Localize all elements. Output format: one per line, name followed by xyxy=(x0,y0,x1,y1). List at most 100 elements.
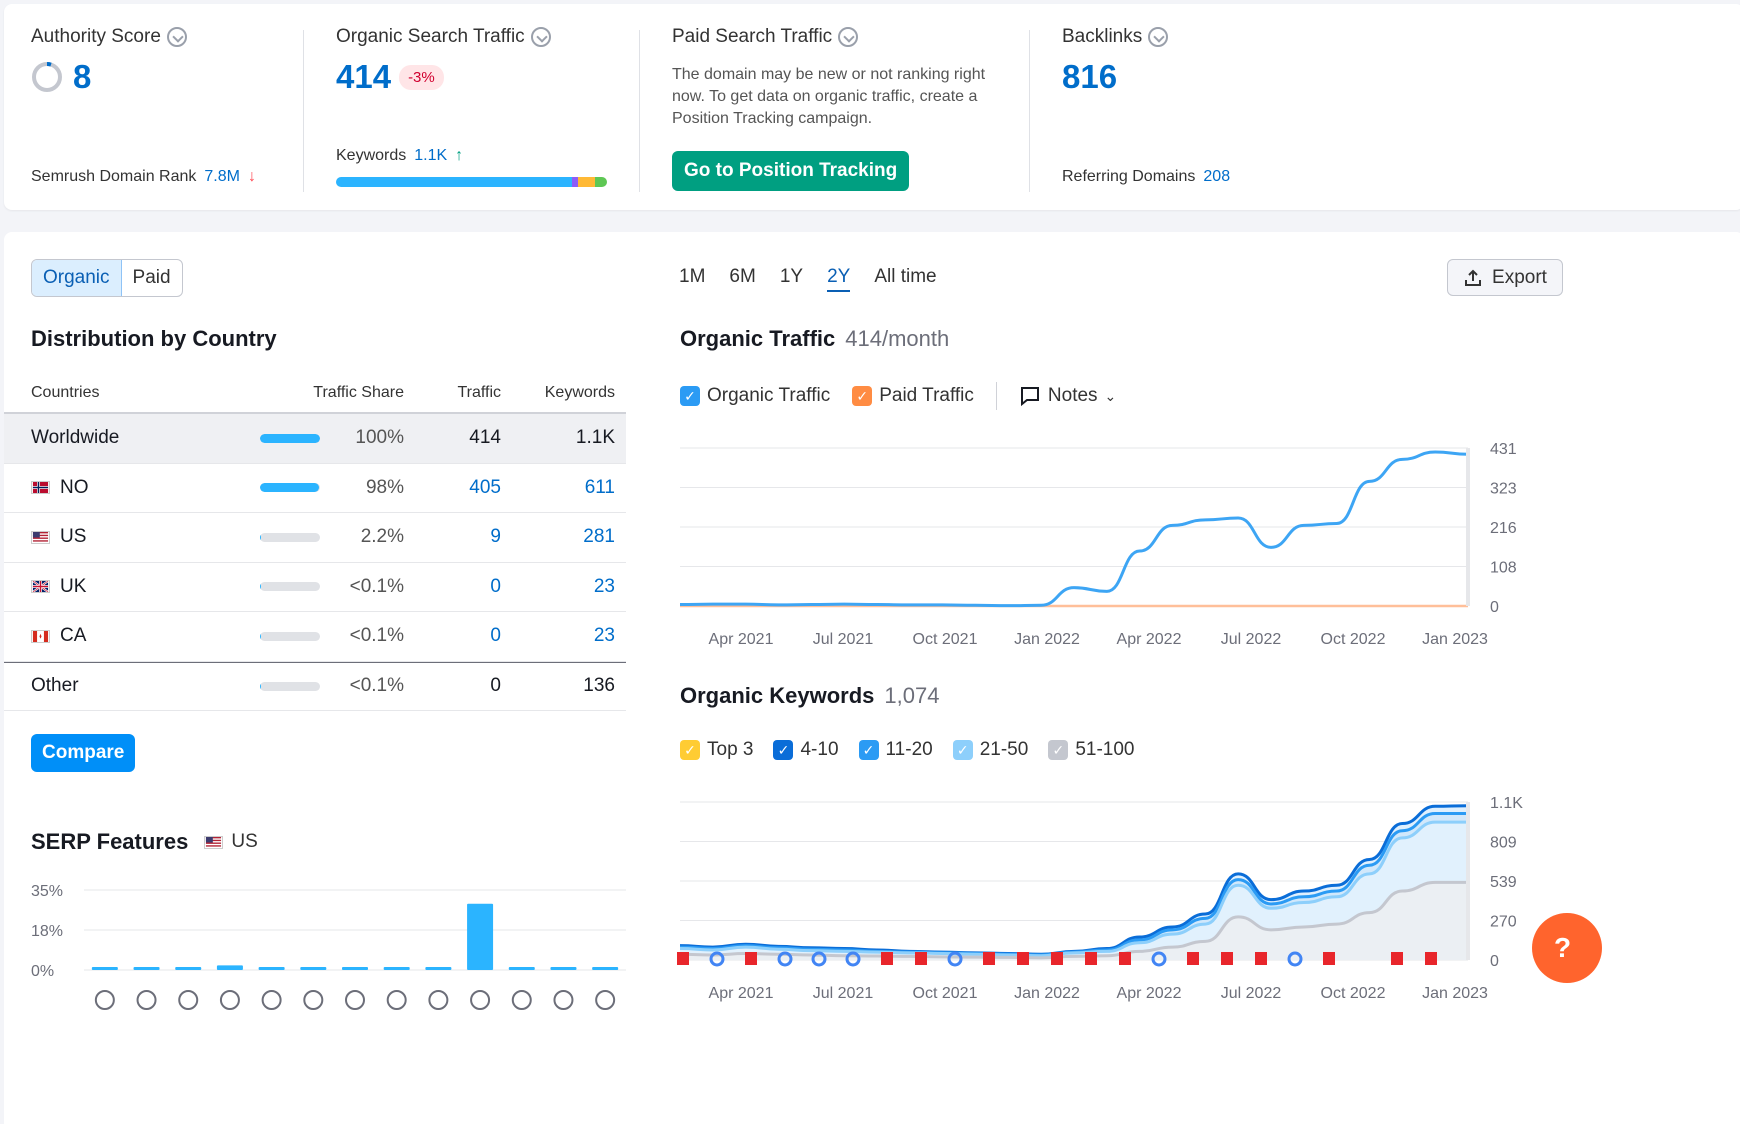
legend-label: Top 3 xyxy=(707,739,754,760)
area-51-100 xyxy=(680,882,1468,960)
info-icon[interactable] xyxy=(166,27,187,47)
range-2y[interactable]: 2Y xyxy=(827,266,851,292)
serp-country[interactable]: US xyxy=(204,831,258,853)
domain-rank-label: Semrush Domain Rank xyxy=(31,168,197,185)
chart-title: Organic Traffic xyxy=(680,326,836,351)
x-tick-label: Jul 2021 xyxy=(813,985,874,1002)
area-21-50 xyxy=(680,822,1468,960)
legend-organic-traffic[interactable]: ✓ Organic Traffic xyxy=(680,385,830,407)
flag-marker-icon xyxy=(1323,952,1335,965)
divider xyxy=(639,30,640,192)
table-row[interactable]: NO 98% 405 611 xyxy=(4,464,626,513)
legend-label: 4-10 xyxy=(800,739,839,760)
notes-dropdown[interactable]: Notes ⌄ xyxy=(1019,385,1116,407)
line-21-50 xyxy=(679,820,1468,958)
legend-top-3[interactable]: ✓ Top 3 xyxy=(680,739,753,761)
traffic-value[interactable]: 9 xyxy=(490,526,501,548)
crown-icon xyxy=(428,990,449,1010)
x-tick-label: Jan 2023 xyxy=(1422,985,1488,1002)
legend-label: Organic Traffic xyxy=(707,385,831,406)
y-tick-label: 0 xyxy=(1490,599,1499,616)
legend-21-50[interactable]: ✓ 21-50 xyxy=(952,739,1028,761)
help-button[interactable]: ? xyxy=(1532,913,1602,983)
traffic-value[interactable]: 405 xyxy=(469,476,501,498)
share-bar xyxy=(260,483,320,493)
flag-marker-icon xyxy=(1187,952,1199,965)
traffic-value: 0 xyxy=(490,675,501,697)
legend-11-20[interactable]: ✓ 11-20 xyxy=(858,739,933,761)
question-icon xyxy=(595,990,616,1010)
link-icon xyxy=(261,990,282,1010)
notes-label: Notes xyxy=(1047,385,1098,406)
serp-bar xyxy=(425,967,452,970)
info-icon[interactable] xyxy=(1148,27,1169,47)
keywords-value[interactable]: 281 xyxy=(583,526,615,548)
table-row[interactable]: Worldwide 100% 414 1.1K xyxy=(4,414,626,464)
backlinks-value[interactable]: 816 xyxy=(1062,58,1118,95)
range-all-time[interactable]: All time xyxy=(874,266,937,287)
range-1m[interactable]: 1M xyxy=(679,266,706,287)
comment-icon xyxy=(1020,387,1039,407)
referring-domains-value[interactable]: 208 xyxy=(1203,168,1231,185)
share-value: 100% xyxy=(355,427,404,449)
google-update-icon xyxy=(1151,951,1167,967)
overview-stats-card: Authority Score 8 Semrush Domain Rank 7.… xyxy=(4,4,1740,210)
domain-rank-row: Semrush Domain Rank 7.8M ↓ xyxy=(31,168,256,186)
table-row[interactable]: CA <0.1% 0 23 xyxy=(4,612,626,662)
y-tick-label: 809 xyxy=(1490,835,1517,852)
serp-bar xyxy=(508,967,535,970)
go-to-position-tracking-button[interactable]: Go to Position Tracking xyxy=(672,151,910,191)
x-tick-label: Jul 2021 xyxy=(813,631,874,648)
organic-keywords-chart-title: Organic Keywords 1,074 xyxy=(680,683,939,709)
info-icon[interactable] xyxy=(838,27,859,47)
flag-marker-icon xyxy=(881,952,893,965)
keywords-value[interactable]: 23 xyxy=(593,625,615,647)
compare-button[interactable]: Compare xyxy=(31,734,136,772)
organic-traffic-widget: Organic Search Traffic 414 -3% xyxy=(336,26,551,96)
organic-tab[interactable]: Organic xyxy=(32,260,122,296)
y-tick-label: 431 xyxy=(1490,441,1517,458)
y-tick-label: 539 xyxy=(1490,874,1517,891)
legend-paid-traffic[interactable]: ✓ Paid Traffic xyxy=(852,385,974,407)
upload-icon xyxy=(1465,269,1482,286)
country-name: US xyxy=(60,526,87,548)
canada-flag-icon xyxy=(31,629,50,643)
flag-marker-icon xyxy=(1255,952,1267,965)
keywords-value[interactable]: 611 xyxy=(584,476,615,498)
col-traffic: Traffic xyxy=(457,384,501,401)
flag-marker-icon xyxy=(745,952,757,965)
keywords-row: Keywords 1.1K ↑ xyxy=(336,147,463,165)
play-icon xyxy=(511,990,532,1010)
authority-ring-icon xyxy=(32,62,62,92)
checkbox-icon: ✓ xyxy=(680,740,700,760)
image-pack-icon xyxy=(219,990,240,1010)
info-icon[interactable] xyxy=(530,27,551,47)
share-value: <0.1% xyxy=(349,625,404,647)
traffic-value[interactable]: 0 xyxy=(490,625,501,647)
traffic-value[interactable]: 0 xyxy=(490,575,501,597)
table-row[interactable]: US 2.2% 9 281 xyxy=(4,513,626,563)
serp-features-header: SERP Features US xyxy=(31,829,258,855)
organic-traffic-value[interactable]: 414 xyxy=(336,58,392,95)
table-row[interactable]: Other <0.1% 0 136 xyxy=(4,661,626,711)
authority-score-value[interactable]: 8 xyxy=(73,58,92,95)
legend-4-10[interactable]: ✓ 4-10 xyxy=(773,739,839,761)
video-icon xyxy=(345,990,365,1010)
paid-tab[interactable]: Paid xyxy=(132,267,171,288)
location-pin-icon xyxy=(136,990,157,1010)
table-row[interactable]: UK <0.1% 0 23 xyxy=(4,563,626,612)
authority-score-label: Authority Score xyxy=(31,26,161,47)
domain-rank-value[interactable]: 7.8M xyxy=(204,168,240,185)
checkbox-icon: ✓ xyxy=(852,386,873,406)
serp-bar xyxy=(175,967,202,970)
range-1y[interactable]: 1Y xyxy=(779,266,804,287)
range-6m[interactable]: 6M xyxy=(729,266,756,287)
serp-bar xyxy=(300,967,327,970)
paid-traffic-widget: Paid Search Traffic The domain may be ne… xyxy=(672,26,992,130)
export-button[interactable]: Export xyxy=(1447,259,1563,296)
legend-51-100[interactable]: ✓ 51-100 xyxy=(1048,739,1134,761)
keywords-value[interactable]: 23 xyxy=(593,575,615,597)
keywords-value[interactable]: 1.1K xyxy=(414,147,448,164)
organic-traffic-label: Organic Search Traffic xyxy=(336,26,525,47)
time-range-selector: 1M 6M 1Y 2Y All time xyxy=(679,266,937,292)
